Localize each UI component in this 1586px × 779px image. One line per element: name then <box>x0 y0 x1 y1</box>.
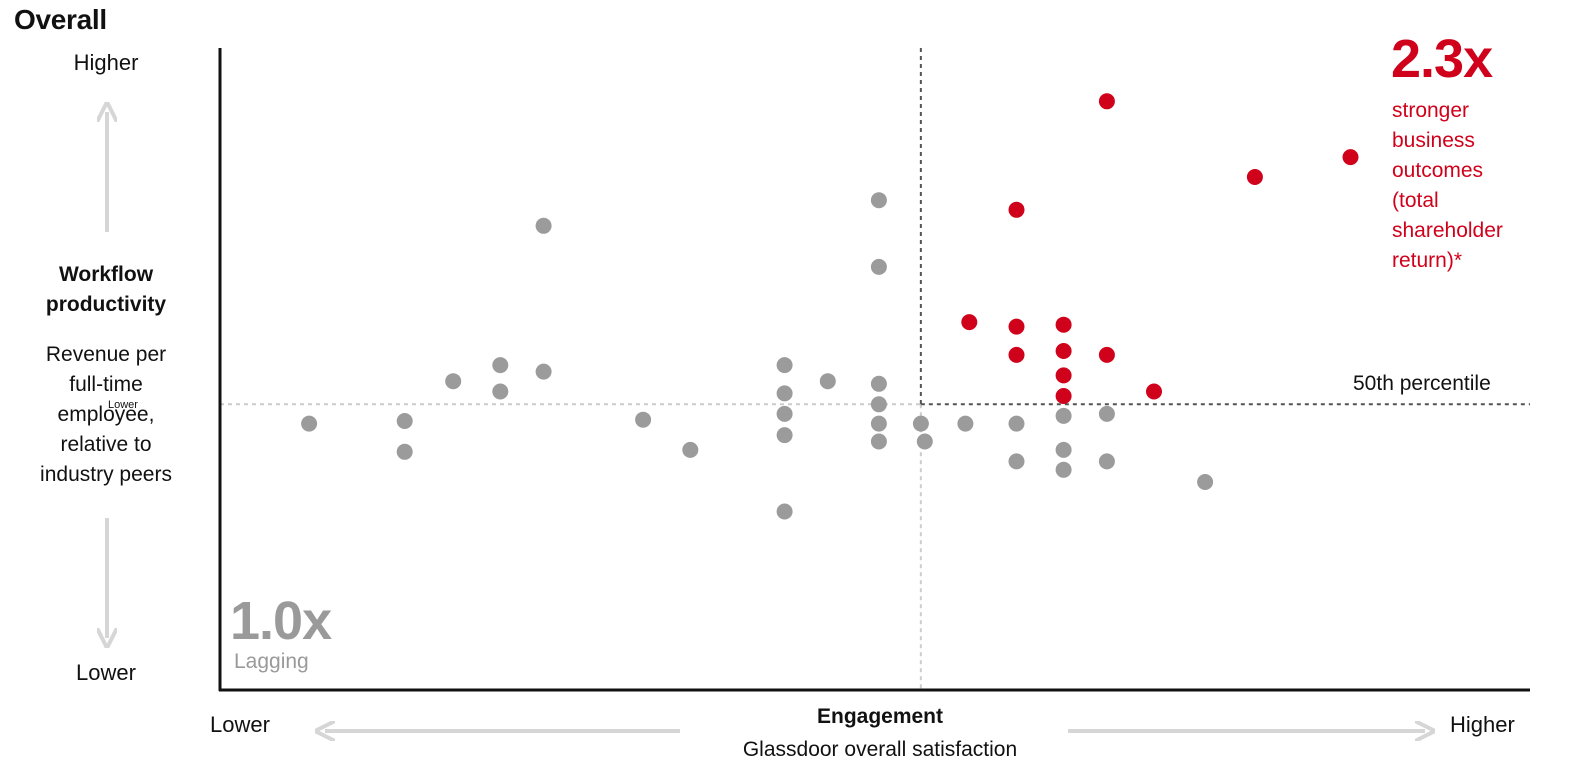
data-point <box>776 357 793 374</box>
data-point <box>396 413 413 429</box>
leader-multiplier: 2.3x <box>1391 29 1493 89</box>
data-points <box>301 93 1359 520</box>
data-point <box>870 396 887 413</box>
data-point <box>1055 407 1072 424</box>
highlight-point <box>1246 169 1263 185</box>
data-point <box>396 443 413 460</box>
data-point <box>1098 405 1115 422</box>
lagging-label: Lagging <box>234 650 309 673</box>
y-axis-lower-label: Lower <box>76 660 136 685</box>
highlight-point <box>1008 318 1025 335</box>
data-point <box>912 415 929 432</box>
page-title: Overall <box>14 4 107 35</box>
data-point <box>535 217 552 234</box>
data-point <box>1008 453 1025 470</box>
data-point <box>870 258 887 275</box>
data-point <box>776 503 793 520</box>
highlight-point <box>1146 383 1162 400</box>
highlight-point <box>1055 343 1072 359</box>
y-axis-title: Workflow productivity <box>45 263 167 316</box>
highlight-point <box>1098 346 1115 363</box>
highlight-point <box>1342 149 1359 166</box>
x-axis-lower-label: Lower <box>210 712 270 737</box>
data-point <box>776 405 793 422</box>
x-axis-higher-label: Higher <box>1450 712 1515 737</box>
data-point <box>870 375 887 392</box>
data-point <box>1197 474 1214 490</box>
highlight-point <box>1008 346 1025 363</box>
highlight-point <box>1098 93 1115 110</box>
data-point <box>957 415 974 432</box>
data-point <box>492 357 509 374</box>
data-point <box>535 363 552 380</box>
highlight-point <box>1055 316 1072 333</box>
y-axis-higher-label: Higher <box>73 50 139 75</box>
data-point <box>776 385 793 402</box>
data-point <box>682 441 699 458</box>
y-axis-small-label: Lower <box>108 399 138 411</box>
data-point <box>1055 441 1072 458</box>
y-axis-subtitle: Revenue per full-time employee, relative… <box>40 343 172 486</box>
median-label: 50th percentile <box>1353 372 1491 395</box>
data-point <box>870 433 887 450</box>
data-point <box>916 433 933 450</box>
data-point <box>635 411 652 428</box>
lagging-multiplier: 1.0x <box>230 591 332 651</box>
data-point <box>445 373 462 390</box>
data-point <box>1098 453 1115 470</box>
data-point <box>776 427 793 444</box>
x-axis-subtitle: Glassdoor overall satisfaction <box>742 738 1018 761</box>
highlight-point <box>1055 367 1072 384</box>
data-point <box>1055 461 1072 478</box>
highlight-point <box>1055 388 1072 404</box>
data-point <box>819 373 836 390</box>
leader-description: stronger business outcomes (total shareh… <box>1392 99 1503 272</box>
data-point <box>870 415 887 432</box>
highlight-point <box>1008 201 1025 218</box>
data-point <box>301 415 318 432</box>
data-point <box>492 383 509 400</box>
data-point <box>1008 415 1025 432</box>
highlight-point <box>961 314 978 331</box>
x-axis-title: Engagement <box>816 705 944 728</box>
data-point <box>870 192 887 209</box>
